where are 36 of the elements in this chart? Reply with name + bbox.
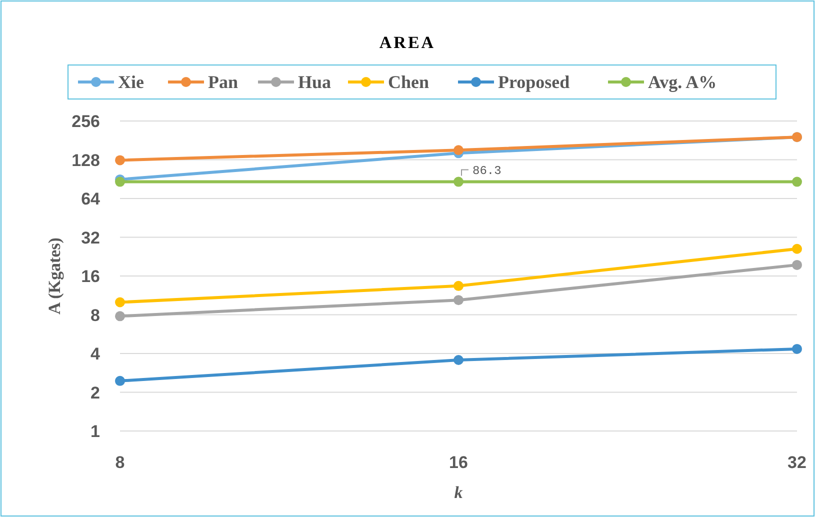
point <box>115 311 125 322</box>
point <box>792 344 802 354</box>
y-tick-label: 32 <box>81 228 100 248</box>
legend-label: Proposed <box>498 72 570 92</box>
x-axis-title: k <box>454 483 464 502</box>
point <box>454 176 464 187</box>
point <box>115 297 125 308</box>
point <box>454 145 464 156</box>
y-tick-label: 16 <box>81 267 100 286</box>
x-tick-label: 16 <box>449 453 468 472</box>
point <box>454 355 464 366</box>
y-tick-label: 8 <box>90 306 100 325</box>
point <box>792 260 802 270</box>
chart-title: AREA <box>379 33 436 52</box>
legend-label: Xie <box>118 72 144 92</box>
point <box>792 244 802 254</box>
legend-label: Chen <box>388 72 430 92</box>
y-tick-label: 128 <box>72 150 100 170</box>
point <box>454 280 464 291</box>
y-tick-label: 4 <box>90 344 101 364</box>
point <box>115 176 125 187</box>
point <box>115 376 125 386</box>
legend-label: Avg. A% <box>648 72 717 92</box>
y-tick-label: 64 <box>81 190 101 208</box>
legend-label: Hua <box>298 72 332 92</box>
y-tick-label: 2 <box>90 383 100 402</box>
point <box>792 176 802 187</box>
y-tick-label: 256 <box>72 112 100 131</box>
data-label: 86.3 <box>472 164 502 178</box>
legend-label: Pan <box>208 72 238 92</box>
y-axis-title: A (Kgates) <box>45 238 64 314</box>
x-tick-label: 8 <box>115 453 125 472</box>
y-tick-label: 1 <box>90 422 100 441</box>
point <box>115 155 125 166</box>
x-tick-label: 32 <box>788 453 806 472</box>
point <box>454 295 464 306</box>
